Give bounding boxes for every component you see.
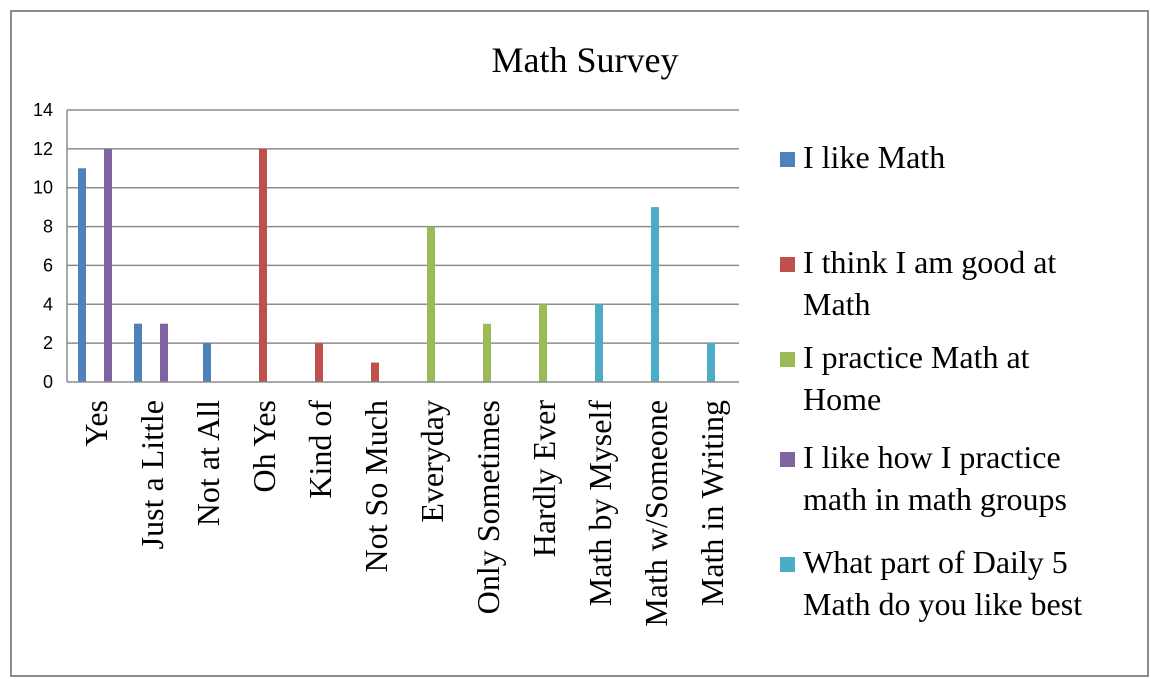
x-tick-label: Not at All <box>190 400 226 526</box>
legend-label: I practice Math at <box>803 339 1030 375</box>
legend-label: math in math groups <box>803 481 1067 517</box>
bar <box>134 323 142 382</box>
bar <box>203 343 211 382</box>
bar <box>315 343 323 382</box>
y-tick-label: 4 <box>43 294 53 314</box>
gridlines <box>67 109 739 344</box>
bar <box>259 148 267 382</box>
legend-label: I think I am good at <box>803 244 1056 280</box>
chart-title: Math Survey <box>492 40 679 80</box>
x-tick-label: Just a Little <box>134 400 170 549</box>
legend-label: Math do you like best <box>803 586 1082 622</box>
bars <box>78 148 715 382</box>
legend-label: Math <box>803 286 871 322</box>
x-tick-label: Only Sometimes <box>470 400 506 614</box>
x-tick-label: Math w/Someone <box>638 400 674 627</box>
bar <box>160 323 168 382</box>
bar <box>651 207 659 382</box>
bar <box>483 323 491 382</box>
bar <box>104 148 112 382</box>
legend-swatch <box>780 152 795 167</box>
x-tick-label: Kind of <box>302 400 338 499</box>
x-tick-label: Not So Much <box>358 400 394 572</box>
legend-label: I like how I practice <box>803 439 1061 475</box>
x-axis-tick-labels: Yes Just a Little Not at All Oh Yes Kind of N… <box>78 400 730 627</box>
bar <box>595 304 603 382</box>
bar <box>707 343 715 382</box>
y-tick-label: 6 <box>43 255 53 275</box>
x-tick-label: Math by Myself <box>582 400 618 607</box>
x-tick-label: Yes <box>78 400 114 447</box>
legend-label: I like Math <box>803 139 945 175</box>
y-tick-label: 10 <box>33 178 53 198</box>
legend: I like Math I think I am good at Math I pra… <box>780 139 1082 622</box>
bar <box>371 362 379 382</box>
y-tick-label: 0 <box>43 372 53 392</box>
x-tick-label: Hardly Ever <box>526 400 562 558</box>
legend-label: What part of Daily 5 <box>803 544 1068 580</box>
y-tick-label: 14 <box>33 100 53 120</box>
legend-swatch <box>780 257 795 272</box>
axes <box>66 110 739 383</box>
bar <box>427 226 435 382</box>
y-axis-tick-labels: 0 2 4 6 8 10 12 14 <box>33 100 53 392</box>
bar <box>539 304 547 382</box>
y-tick-label: 8 <box>43 217 53 237</box>
legend-swatch <box>780 352 795 367</box>
y-tick-label: 2 <box>43 333 53 353</box>
legend-swatch <box>780 557 795 572</box>
x-tick-label: Everyday <box>414 400 450 523</box>
bar <box>78 168 86 382</box>
legend-swatch <box>780 452 795 467</box>
x-tick-label: Oh Yes <box>246 400 282 492</box>
x-tick-label: Math in Writing <box>694 400 730 606</box>
legend-label: Home <box>803 381 881 417</box>
y-tick-label: 12 <box>33 139 53 159</box>
